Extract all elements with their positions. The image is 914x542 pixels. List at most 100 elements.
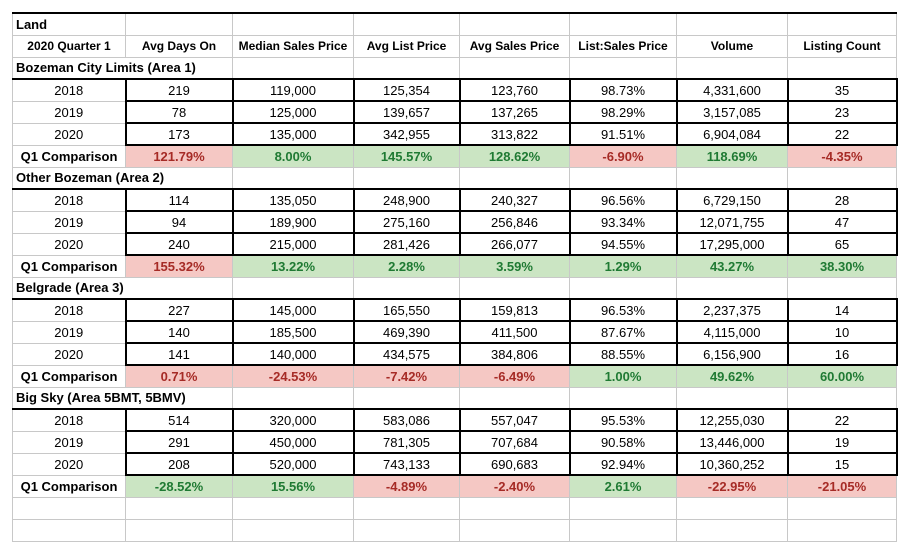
data-cell: 520,000 — [231, 452, 355, 476]
data-cell: 743,133 — [352, 452, 461, 476]
cell-empty — [353, 12, 460, 36]
cell-empty — [12, 518, 126, 542]
data-row: 2019 78 125,000 139,657 137,265 98.29% 3,157,0… — [12, 100, 898, 124]
data-cell: 90.58% — [568, 430, 678, 454]
section-title: Bozeman City Limits (Area 1) — [12, 56, 233, 80]
cell-empty — [787, 166, 897, 190]
section-row: Big Sky (Area 5BMT, 5BMV) — [12, 386, 897, 410]
comparison-cell: -6.49% — [459, 364, 570, 388]
cell-empty — [569, 12, 677, 36]
data-cell: 6,729,150 — [675, 188, 789, 212]
cell-empty — [787, 56, 897, 80]
data-cell: 185,500 — [231, 320, 355, 344]
cell-empty — [353, 386, 460, 410]
data-cell: 281,426 — [352, 232, 461, 256]
data-cell: 313,822 — [458, 122, 571, 146]
year-label: 2018 — [12, 78, 126, 102]
data-cell: 17,295,000 — [675, 232, 789, 256]
data-row: 2020 141 140,000 434,575 384,806 88.55% 6,156,… — [12, 342, 898, 366]
data-cell: 275,160 — [352, 210, 461, 234]
comparison-cell: 49.62% — [676, 364, 788, 388]
cell-empty — [787, 386, 897, 410]
comparison-cell: 1.29% — [569, 254, 677, 278]
data-cell: 94 — [124, 210, 234, 234]
cell-empty — [787, 276, 897, 300]
data-cell: 135,050 — [231, 188, 355, 212]
section-title: Other Bozeman (Area 2) — [12, 166, 233, 190]
data-cell: 583,086 — [352, 408, 461, 432]
data-cell: 320,000 — [231, 408, 355, 432]
data-cell: 159,813 — [458, 298, 571, 322]
data-row: 2019 291 450,000 781,305 707,684 90.58% 13,446… — [12, 430, 898, 454]
section-row: Other Bozeman (Area 2) — [12, 166, 897, 190]
data-cell: 10 — [786, 320, 898, 344]
data-cell: 219 — [124, 78, 234, 102]
data-cell: 98.73% — [568, 78, 678, 102]
data-cell: 13,446,000 — [675, 430, 789, 454]
cell-empty — [12, 496, 126, 520]
data-cell: 434,575 — [352, 342, 461, 366]
data-cell: 411,500 — [458, 320, 571, 344]
column-header: Avg Sales Price — [459, 34, 570, 58]
comparison-cell: 155.32% — [125, 254, 233, 278]
data-cell: 15 — [786, 452, 898, 476]
data-cell: 707,684 — [458, 430, 571, 454]
data-cell: 256,846 — [458, 210, 571, 234]
comparison-cell: 15.56% — [232, 474, 354, 498]
cell-empty — [676, 386, 788, 410]
cell-empty — [569, 496, 677, 520]
comparison-label: Q1 Comparison — [12, 254, 126, 278]
data-cell: 98.29% — [568, 100, 678, 124]
comparison-cell: 121.79% — [125, 144, 233, 168]
data-row: 2020 208 520,000 743,133 690,683 92.94% 10,360… — [12, 452, 898, 476]
comparison-row: Q1 Comparison 121.79% 8.00% 145.57% 128.62% -… — [12, 144, 897, 168]
data-cell: 227 — [124, 298, 234, 322]
comparison-cell: 128.62% — [459, 144, 570, 168]
data-cell: 10,360,252 — [675, 452, 789, 476]
cell-empty — [232, 56, 354, 80]
data-cell: 208 — [124, 452, 234, 476]
cell-empty — [459, 166, 570, 190]
section-row: Belgrade (Area 3) — [12, 276, 897, 300]
column-header: Volume — [676, 34, 788, 58]
spreadsheet-page: { "table": { "title": "Land", "columns":… — [12, 12, 898, 542]
cell-empty — [232, 496, 354, 520]
data-row: 2018 227 145,000 165,550 159,813 96.53% 2,237,… — [12, 298, 898, 322]
data-cell: 12,255,030 — [675, 408, 789, 432]
data-cell: 514 — [124, 408, 234, 432]
cell-empty — [459, 518, 570, 542]
header-row: 2020 Quarter 1 Avg Days On Median Sales Pr… — [12, 34, 897, 58]
data-cell: 91.51% — [568, 122, 678, 146]
cell-empty — [676, 56, 788, 80]
cell-empty — [459, 496, 570, 520]
comparison-cell: 2.28% — [353, 254, 460, 278]
section-row: Bozeman City Limits (Area 1) — [12, 56, 897, 80]
year-label: 2018 — [12, 188, 126, 212]
data-cell: 173 — [124, 122, 234, 146]
cell-empty — [353, 518, 460, 542]
column-header: List:Sales Price — [569, 34, 677, 58]
land-q1-comparison-table: Land 2020 Quarter 1 Avg Days On Median Sale… — [12, 12, 898, 542]
column-header: Avg List Price — [353, 34, 460, 58]
data-row: 2018 114 135,050 248,900 240,327 96.56% 6,729,… — [12, 188, 898, 212]
cell-empty — [676, 496, 788, 520]
data-cell: 140,000 — [231, 342, 355, 366]
comparison-cell: 8.00% — [232, 144, 354, 168]
cell-empty — [569, 166, 677, 190]
data-cell: 165,550 — [352, 298, 461, 322]
empty-row — [12, 496, 897, 520]
cell-empty — [569, 56, 677, 80]
cell-empty — [459, 276, 570, 300]
comparison-cell: 60.00% — [787, 364, 897, 388]
comparison-row: Q1 Comparison 155.32% 13.22% 2.28% 3.59% 1.29… — [12, 254, 897, 278]
data-cell: 35 — [786, 78, 898, 102]
data-cell: 95.53% — [568, 408, 678, 432]
comparison-cell: -21.05% — [787, 474, 897, 498]
column-header: Listing Count — [787, 34, 897, 58]
cell-empty — [787, 518, 897, 542]
year-label: 2020 — [12, 122, 126, 146]
comparison-cell: 1.00% — [569, 364, 677, 388]
data-cell: 781,305 — [352, 430, 461, 454]
data-cell: 22 — [786, 408, 898, 432]
cell-empty — [676, 276, 788, 300]
